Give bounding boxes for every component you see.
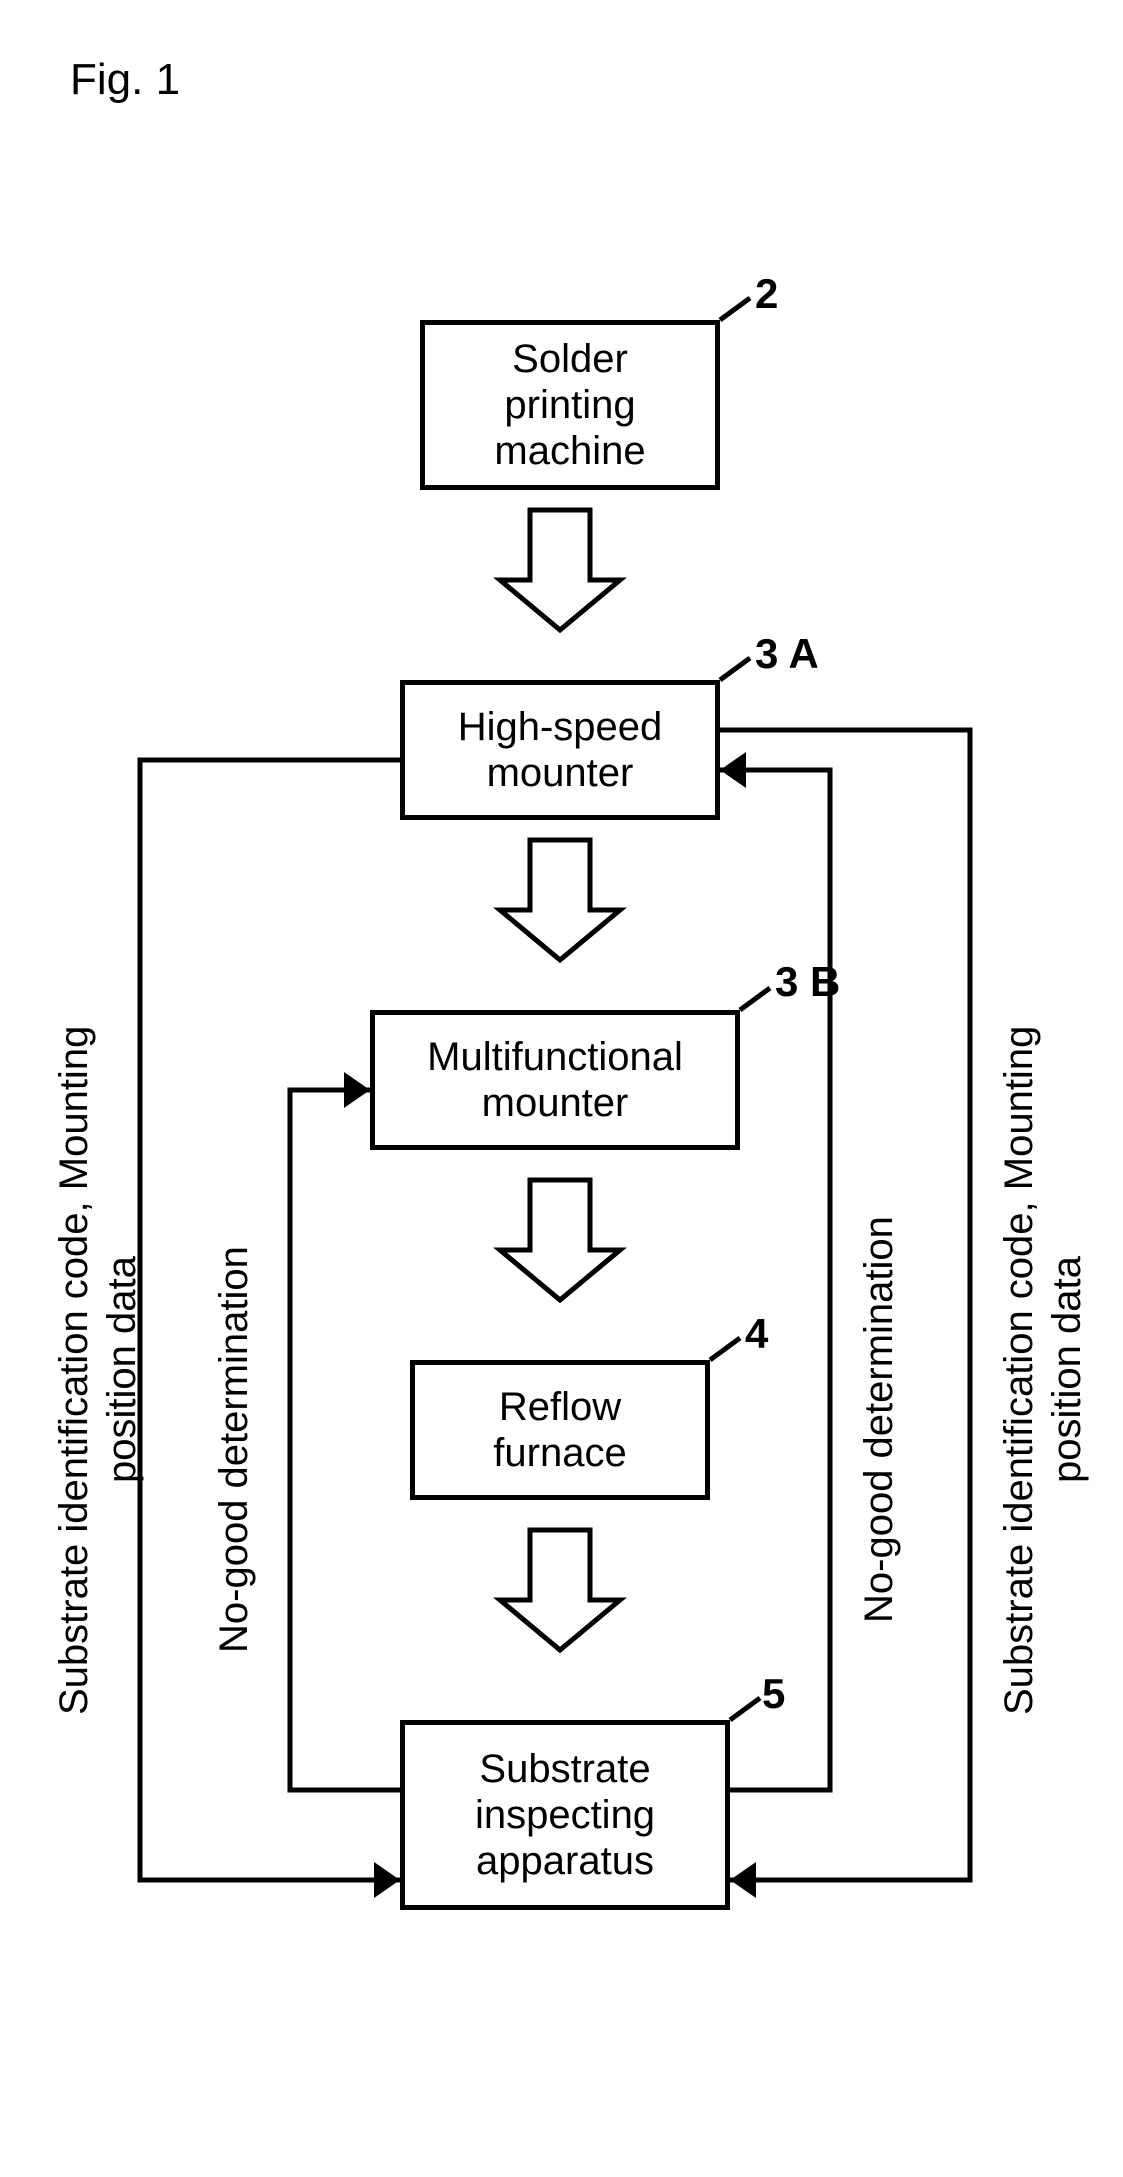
node-reflow: Reflow furnace — [410, 1360, 710, 1500]
block-arrow-3 — [500, 1180, 620, 1300]
ref-tick-inspect — [730, 1698, 760, 1720]
ref-multi: 3 B — [775, 958, 840, 1006]
ref-tick-solder — [720, 298, 750, 320]
node-solder: Solder printing machine — [420, 320, 720, 490]
figure-label: Fig. 1 — [70, 55, 180, 105]
feedback-outer-left — [140, 760, 400, 1898]
label-inner-left: No-good determination — [210, 1150, 258, 1750]
ref-tick-multi — [740, 988, 770, 1010]
block-arrow-4 — [500, 1530, 620, 1650]
ref-inspect: 5 — [762, 1670, 785, 1718]
block-arrow-1 — [500, 510, 620, 630]
label-outer-left: Substrate identification code, Mounting … — [50, 870, 146, 1870]
ref-reflow: 4 — [745, 1310, 768, 1358]
node-multi: Multifunctional mounter — [370, 1010, 740, 1150]
node-reflow-label: Reflow furnace — [493, 1384, 626, 1476]
feedback-inner-left — [290, 1072, 400, 1790]
node-inspect-label: Substrate inspecting apparatus — [475, 1746, 655, 1884]
label-outer-right: Substrate identification code, Mounting … — [995, 870, 1091, 1870]
node-highspeed-label: High-speed mounter — [458, 704, 663, 796]
block-arrow-2 — [500, 840, 620, 960]
label-inner-right: No-good determination — [855, 1120, 903, 1720]
ref-highspeed: 3 A — [755, 630, 819, 678]
ref-solder: 2 — [755, 270, 778, 318]
node-inspect: Substrate inspecting apparatus — [400, 1720, 730, 1910]
node-solder-label: Solder printing machine — [494, 336, 645, 474]
node-multi-label: Multifunctional mounter — [427, 1034, 683, 1126]
ref-tick-reflow — [710, 1338, 740, 1360]
feedback-inner-right — [720, 752, 830, 1790]
node-highspeed: High-speed mounter — [400, 680, 720, 820]
ref-tick-highspeed — [720, 658, 750, 680]
